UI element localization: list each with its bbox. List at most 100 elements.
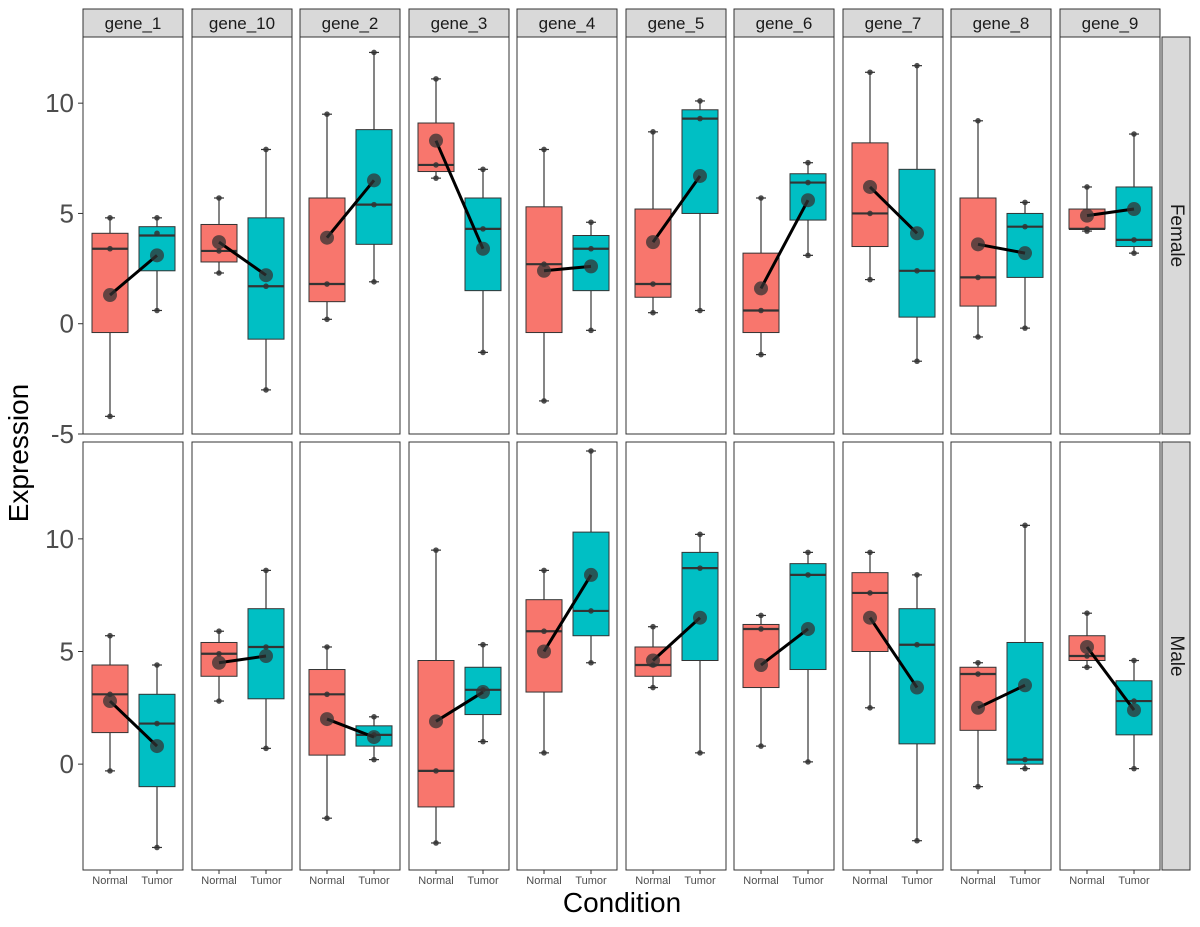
data-point-tumor xyxy=(805,159,811,166)
data-point-normal xyxy=(1084,226,1090,232)
x-axis-title: Condition xyxy=(563,887,681,918)
data-point-normal xyxy=(758,612,764,619)
data-point-normal xyxy=(433,162,439,168)
mean-point-tumor xyxy=(259,268,273,283)
data-point-normal xyxy=(650,129,656,135)
x-tick-label-tumor: Tumor xyxy=(358,875,390,887)
box-normal xyxy=(851,142,889,248)
mean-point-normal xyxy=(429,714,443,729)
panel-male-gene_1 xyxy=(82,441,184,871)
data-point-normal xyxy=(324,644,330,650)
data-point-tumor xyxy=(1131,250,1137,256)
data-point-tumor xyxy=(914,641,920,648)
mean-point-tumor xyxy=(1127,703,1141,718)
data-point-normal xyxy=(324,815,330,821)
data-point-tumor xyxy=(588,327,594,334)
data-point-tumor xyxy=(1022,756,1028,763)
data-point-tumor xyxy=(697,565,703,571)
data-point-normal xyxy=(216,650,222,657)
data-point-normal xyxy=(650,281,656,287)
mean-point-tumor xyxy=(367,173,381,188)
data-point-normal xyxy=(867,705,873,711)
data-point-tumor xyxy=(914,358,920,365)
data-point-tumor xyxy=(154,215,160,221)
mean-connector-line xyxy=(651,175,702,243)
data-point-normal xyxy=(867,276,873,283)
box-tumor xyxy=(1006,212,1044,278)
x-tick-label-normal: Normal xyxy=(1069,875,1104,887)
data-point-normal xyxy=(433,175,439,181)
strip-label-gene_9: gene_9 xyxy=(1082,14,1139,33)
mean-connector-line xyxy=(1085,646,1136,711)
mean-point-normal xyxy=(646,653,660,668)
data-point-tumor xyxy=(371,279,377,285)
data-point-normal xyxy=(975,274,981,281)
mean-point-tumor xyxy=(476,241,490,256)
x-tick-label-normal: Normal xyxy=(526,875,561,887)
data-point-tumor xyxy=(263,283,269,290)
data-point-normal xyxy=(975,659,981,666)
strip-label-gene_4: gene_4 xyxy=(539,14,596,33)
data-point-tumor xyxy=(480,226,486,232)
data-point-tumor xyxy=(1022,223,1028,230)
x-tick-label-tumor: Tumor xyxy=(141,875,173,887)
strip-label-gene_10: gene_10 xyxy=(209,14,275,33)
data-point-normal xyxy=(650,684,656,691)
strip-label-gene_5: gene_5 xyxy=(648,14,705,33)
mean-connector-line xyxy=(108,699,159,748)
data-point-normal xyxy=(541,567,547,574)
data-point-tumor xyxy=(1022,522,1028,529)
data-point-tumor xyxy=(1131,698,1137,704)
data-point-normal xyxy=(107,632,113,639)
y-axis-title: Expression xyxy=(3,384,34,523)
mean-point-normal xyxy=(971,700,985,715)
strip-gene_10 xyxy=(191,8,293,38)
mean-point-normal xyxy=(863,179,877,194)
data-point-tumor xyxy=(588,245,594,252)
mean-point-tumor xyxy=(693,168,707,183)
x-tick-label-tumor: Tumor xyxy=(575,875,607,887)
y-tick-label-male: 5 xyxy=(60,636,74,666)
data-point-normal xyxy=(433,76,439,82)
box-tumor xyxy=(789,563,827,671)
strip-gene_9 xyxy=(1059,8,1161,38)
strip-label-gene_2: gene_2 xyxy=(322,14,379,33)
x-tick-label-tumor: Tumor xyxy=(1118,875,1150,887)
mean-point-normal xyxy=(863,610,877,625)
data-point-normal xyxy=(758,195,764,201)
data-point-tumor xyxy=(697,750,703,756)
panel-female-gene_5 xyxy=(625,36,727,435)
data-point-tumor xyxy=(914,267,920,274)
data-point-tumor xyxy=(480,166,486,173)
y-tick-label-female: 5 xyxy=(60,198,74,228)
box-tumor xyxy=(1006,641,1044,765)
data-point-normal xyxy=(541,398,547,404)
mean-point-tumor xyxy=(367,730,381,745)
data-point-tumor xyxy=(914,837,920,844)
data-point-normal xyxy=(216,195,222,201)
box-normal xyxy=(959,197,997,307)
x-tick-label-normal: Normal xyxy=(201,875,236,887)
data-point-normal xyxy=(867,590,873,596)
data-point-tumor xyxy=(154,720,160,727)
mean-point-tumor xyxy=(693,610,707,625)
data-point-tumor xyxy=(480,738,486,745)
data-point-normal xyxy=(975,334,981,340)
x-tick-label-tumor: Tumor xyxy=(901,875,933,887)
x-tick-label-normal: Normal xyxy=(960,875,995,887)
mean-connector-line xyxy=(651,616,702,662)
mean-point-normal xyxy=(320,230,334,245)
mean-point-normal xyxy=(754,658,768,673)
data-point-tumor xyxy=(371,714,377,720)
data-point-normal xyxy=(758,743,764,749)
mean-point-tumor xyxy=(910,680,924,695)
y-tick-label-female: 10 xyxy=(45,88,74,118)
data-point-normal xyxy=(758,626,764,632)
data-point-normal xyxy=(541,628,547,635)
x-tick-label-normal: Normal xyxy=(309,875,344,887)
data-point-tumor xyxy=(1131,131,1137,137)
mean-connector-line xyxy=(868,185,919,235)
mean-point-normal xyxy=(212,655,226,670)
